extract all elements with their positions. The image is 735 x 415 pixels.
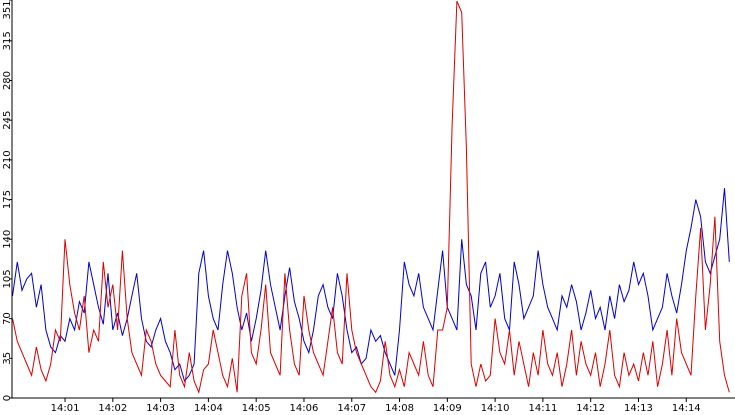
series-line bbox=[12, 0, 730, 394]
x-tick-label: 14:10 bbox=[481, 403, 510, 414]
y-tick-label: 280 bbox=[2, 71, 13, 90]
x-tick-label: 14:04 bbox=[194, 403, 223, 414]
x-tick-label: 14:05 bbox=[242, 403, 271, 414]
y-tick-label: 140 bbox=[2, 230, 13, 249]
x-tick-label: 14:13 bbox=[624, 403, 653, 414]
y-tick-label: 210 bbox=[2, 150, 13, 169]
y-tick-label: 175 bbox=[2, 190, 13, 209]
y-tick-label: 351 bbox=[2, 0, 13, 19]
x-tick-label: 14:01 bbox=[51, 403, 80, 414]
x-tick-label: 14:07 bbox=[337, 403, 366, 414]
y-tick-label: 35 bbox=[2, 352, 13, 365]
x-tick-label: 14:11 bbox=[528, 403, 557, 414]
x-tick-label: 14:02 bbox=[98, 403, 127, 414]
x-tick-label: 14:06 bbox=[290, 403, 319, 414]
x-tick-label: 14:09 bbox=[433, 403, 462, 414]
y-tick-label: 245 bbox=[2, 111, 13, 130]
y-tick-label: 315 bbox=[2, 31, 13, 50]
x-tick-label: 14:14 bbox=[672, 403, 701, 414]
y-tick-label: 105 bbox=[2, 269, 13, 288]
y-tick-label: 70 bbox=[2, 312, 13, 325]
x-tick-label: 14:03 bbox=[146, 403, 175, 414]
x-tick-label: 14:12 bbox=[576, 403, 605, 414]
x-tick-label: 14:08 bbox=[385, 403, 414, 414]
y-tick-label: 0 bbox=[2, 395, 13, 401]
series-line bbox=[12, 188, 730, 383]
